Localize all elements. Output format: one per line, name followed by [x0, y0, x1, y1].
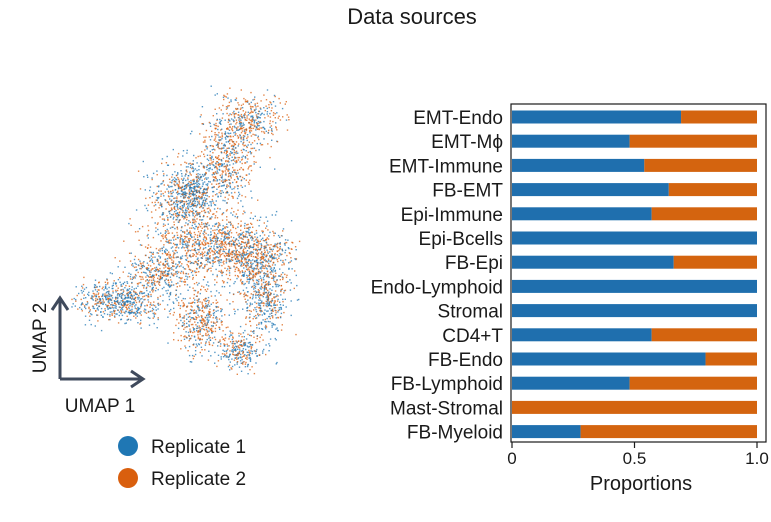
bar-segment-1 [512, 328, 652, 342]
category-label: Epi-Bcells [419, 229, 503, 250]
category-label: EMT-Mϕ [431, 132, 503, 153]
bar-x-label: Proportions [590, 473, 692, 495]
bar-segment-2 [668, 183, 757, 197]
bar-segment-2 [629, 376, 757, 390]
bar-segment-1 [512, 134, 630, 148]
bar-segment-2 [580, 425, 757, 439]
category-label: Mast-Stromal [390, 398, 503, 419]
bar-segment-2 [705, 352, 757, 366]
category-label: FB-Myeloid [407, 423, 503, 444]
bar-segment-2 [512, 400, 757, 414]
bar-segment-1 [512, 376, 630, 390]
figure-title: Data sources [347, 4, 477, 29]
umap-scatter-points [71, 85, 301, 375]
stacked-bar-chart: EMT-Endo EMT-Mϕ EMT-Immune FB-EMT Epi-Immune… [371, 103, 769, 495]
x-axis-ticks: 0 0.5 1.0 [507, 442, 769, 468]
legend-marker-replicate-1 [118, 436, 138, 456]
category-label: Endo-Lymphoid [371, 277, 503, 298]
category-label: FB-EMT [432, 181, 503, 202]
bar-segment-2 [673, 255, 757, 269]
bar-segment-1 [512, 183, 669, 197]
category-label: CD4+T [442, 326, 503, 347]
bar-segment-2 [644, 158, 757, 172]
legend-label-replicate-1: Replicate 1 [151, 437, 246, 458]
bar-segment-2 [651, 207, 757, 221]
umap-y-arrowhead [50, 295, 70, 311]
category-label: EMT-Immune [389, 156, 503, 177]
umap-axes [50, 295, 146, 389]
category-label: FB-Endo [428, 350, 503, 371]
bar-segment-1 [512, 425, 581, 439]
umap-x-arrowhead [130, 369, 146, 389]
legend-marker-replicate-2 [118, 468, 138, 488]
bar-segment-2 [681, 110, 757, 124]
bar-segment-1 [512, 352, 706, 366]
category-label: FB-Epi [445, 253, 503, 274]
category-labels: EMT-Endo EMT-Mϕ EMT-Immune FB-EMT Epi-Immune… [371, 108, 504, 444]
bar-plot-frame [510, 103, 767, 443]
bar-segment-1 [512, 255, 674, 269]
category-label: EMT-Endo [413, 108, 503, 129]
category-label: Stromal [438, 302, 503, 323]
bar-segment-1 [512, 110, 682, 124]
bar-segment-2 [651, 328, 757, 342]
bar-segment-1 [512, 158, 645, 172]
x-tick-label: 1.0 [745, 449, 769, 468]
category-label: FB-Lymphoid [391, 374, 503, 395]
bar-segment-2 [629, 134, 757, 148]
bar-marks [512, 110, 757, 439]
category-label: Epi-Immune [401, 205, 503, 226]
umap-y-label: UMAP 2 [30, 303, 51, 373]
umap-x-label: UMAP 1 [65, 396, 135, 417]
legend: Replicate 1 Replicate 2 [118, 436, 246, 490]
bar-segment-1 [512, 207, 652, 221]
legend-label-replicate-2: Replicate 2 [151, 469, 246, 490]
bar-segment-1 [512, 231, 757, 245]
bar-segment-1 [512, 279, 757, 293]
x-tick-label: 0 [507, 449, 516, 468]
x-tick-label: 0.5 [623, 449, 647, 468]
bar-segment-1 [512, 304, 757, 318]
umap-panel: UMAP 1 UMAP 2 Replicate 1 Replicate 2 [30, 85, 301, 490]
